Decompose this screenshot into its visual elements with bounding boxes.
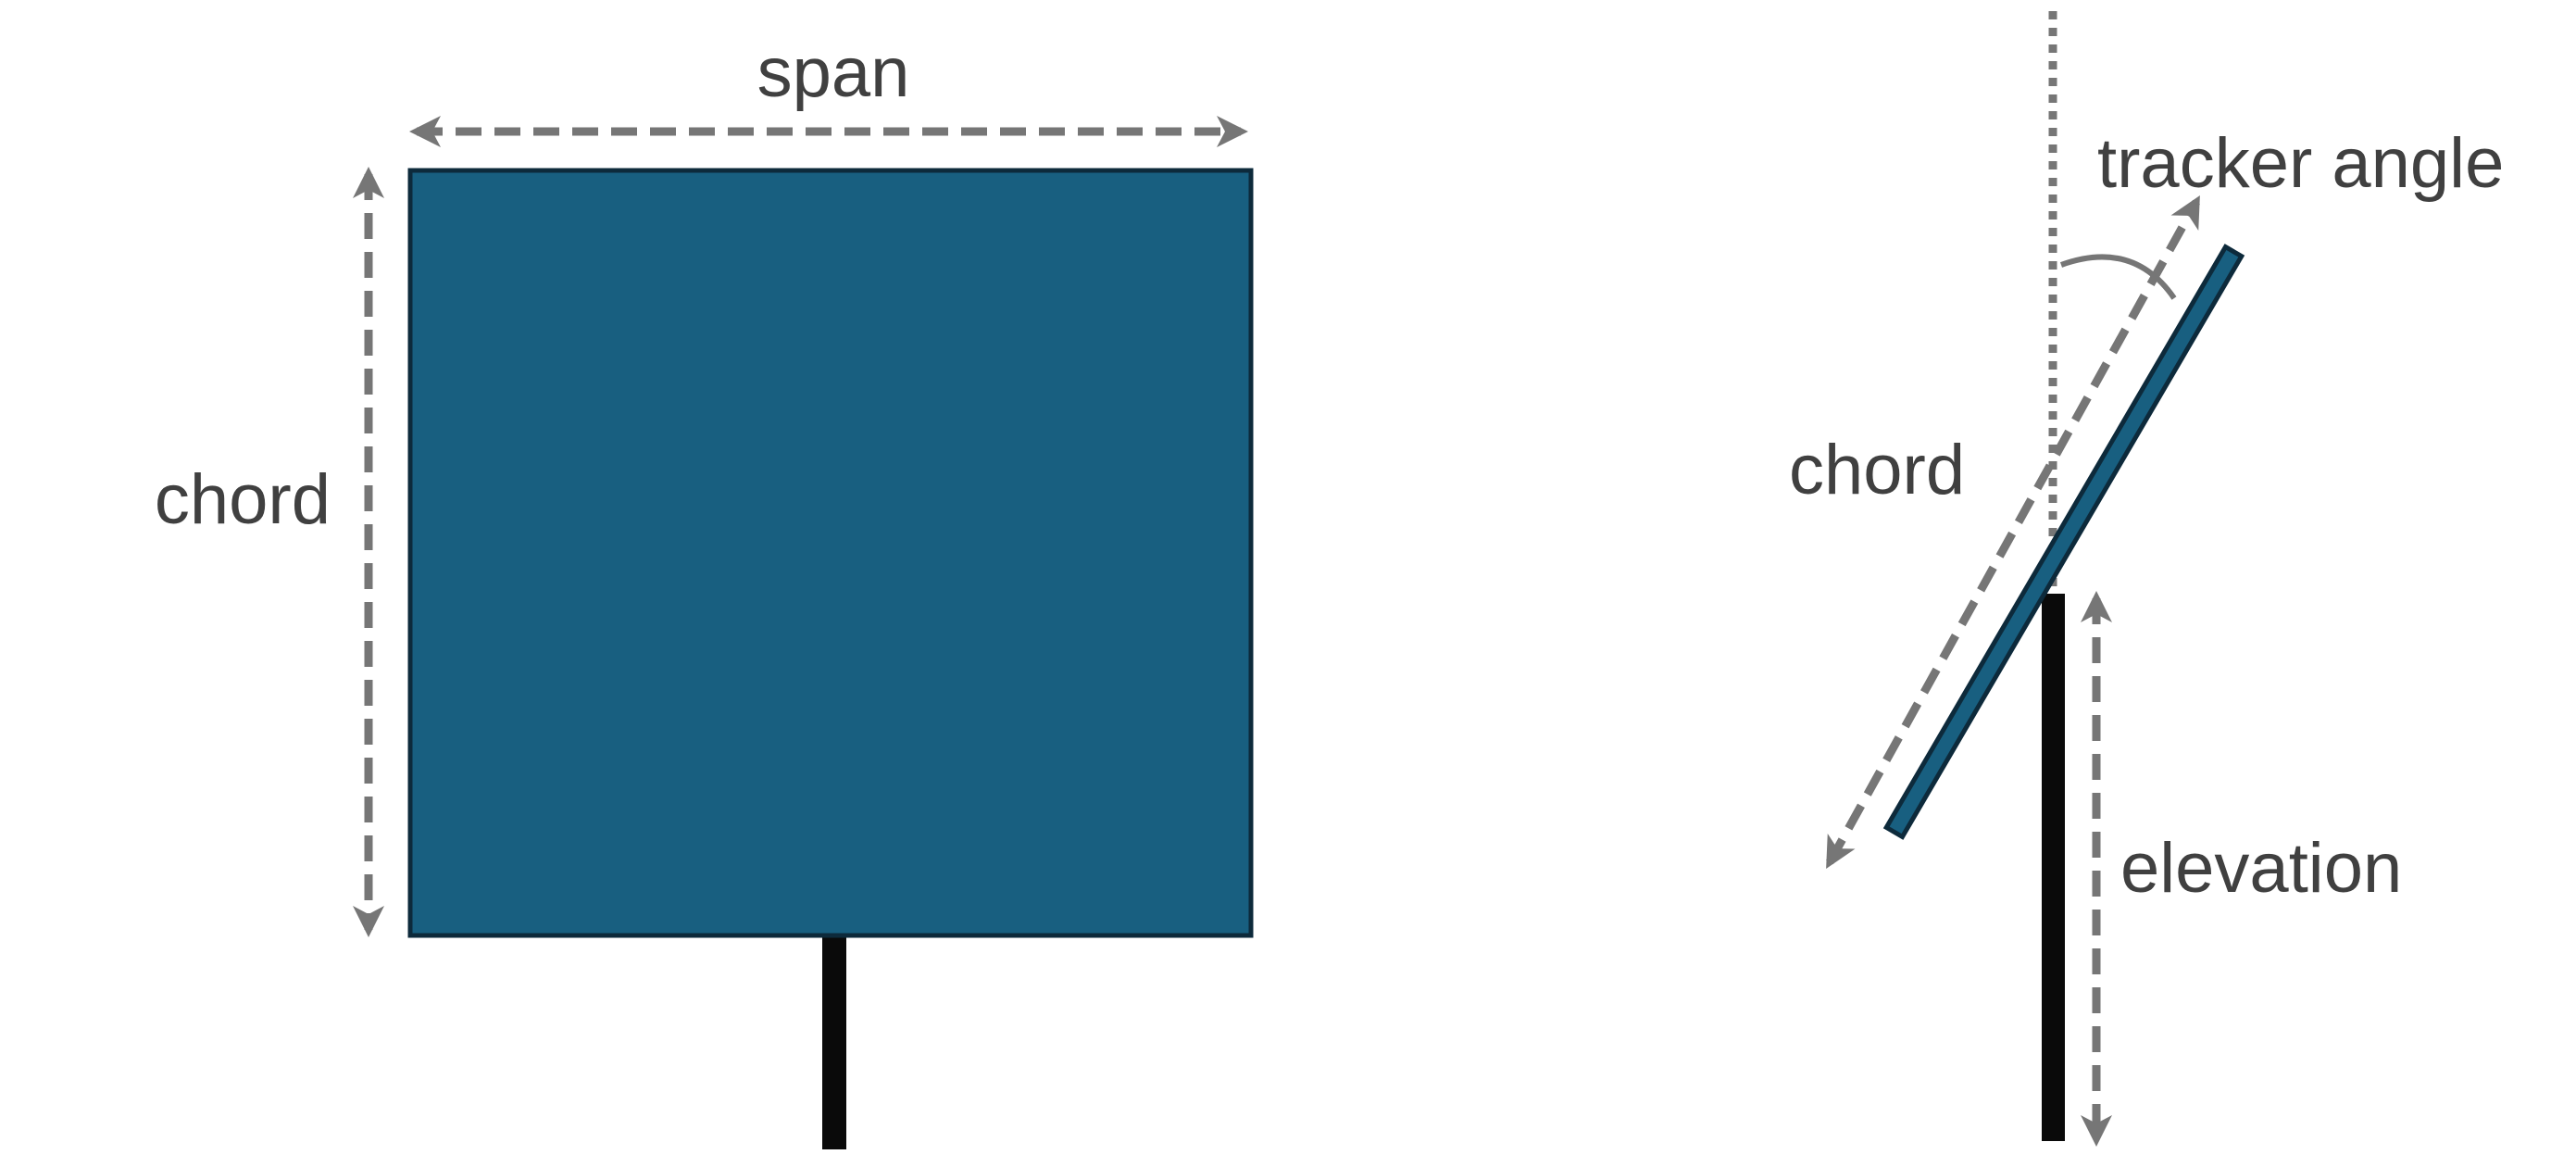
front-view: span chord xyxy=(155,33,1254,1149)
chord-side-label: chord xyxy=(1789,431,1965,509)
tracker-angle-label: tracker angle xyxy=(2097,124,2504,203)
front-post xyxy=(822,935,846,1149)
side-post xyxy=(2042,594,2065,1141)
front-panel xyxy=(407,168,1254,938)
chord-side-dimension-arrow xyxy=(1826,195,2200,869)
span-label: span xyxy=(757,33,910,112)
side-panel xyxy=(1882,244,2245,840)
chord-front-label: chord xyxy=(155,460,331,539)
tracker-angle-arc xyxy=(2059,254,2177,300)
elevation-label: elevation xyxy=(2120,829,2402,908)
side-view: tracker angle chord elevation xyxy=(1789,11,2504,1147)
